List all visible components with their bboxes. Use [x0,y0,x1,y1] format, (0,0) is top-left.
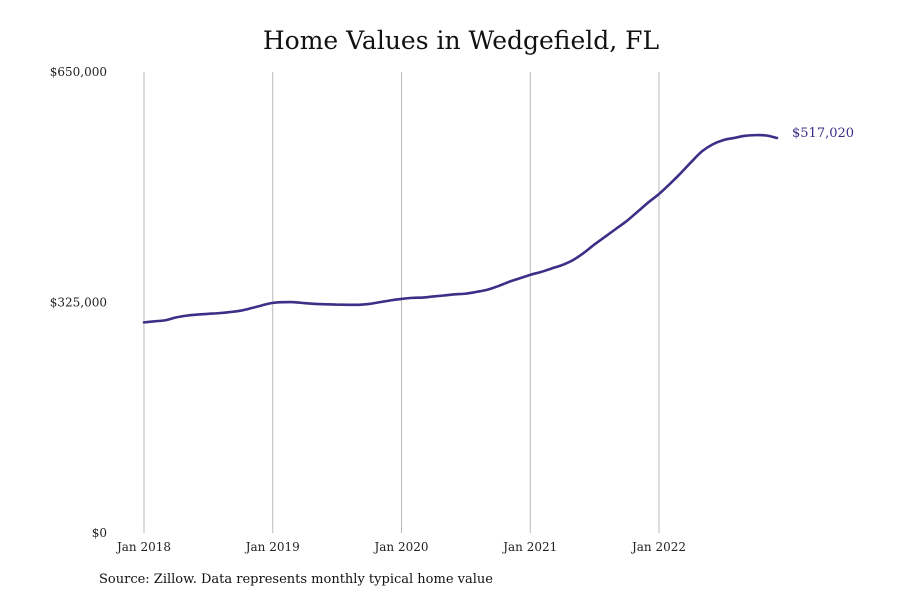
source-note: Source: Zillow. Data represents monthly … [99,572,493,587]
grid-lines [143,72,660,533]
x-tick-label: Jan 2018 [115,540,171,554]
chart-title: Home Values in Wedgefield, FL [262,26,660,55]
latest-value-label: $517,020 [792,126,854,141]
x-tick-label: Jan 2020 [372,540,428,554]
x-tick-label: Jan 2019 [244,540,300,554]
y-axis-ticks: $0 $325,000 $650,000 [50,65,107,540]
x-tick-label: Jan 2021 [501,540,557,554]
home-value-series-line [142,133,779,324]
y-tick-label: $650,000 [50,65,107,79]
y-tick-label: $0 [92,526,107,540]
x-tick-label: Jan 2022 [630,540,686,554]
x-axis-ticks: Jan 2018 Jan 2019 Jan 2020 Jan 2021 Jan 2022 [115,540,686,554]
y-tick-label: $325,000 [50,296,107,310]
